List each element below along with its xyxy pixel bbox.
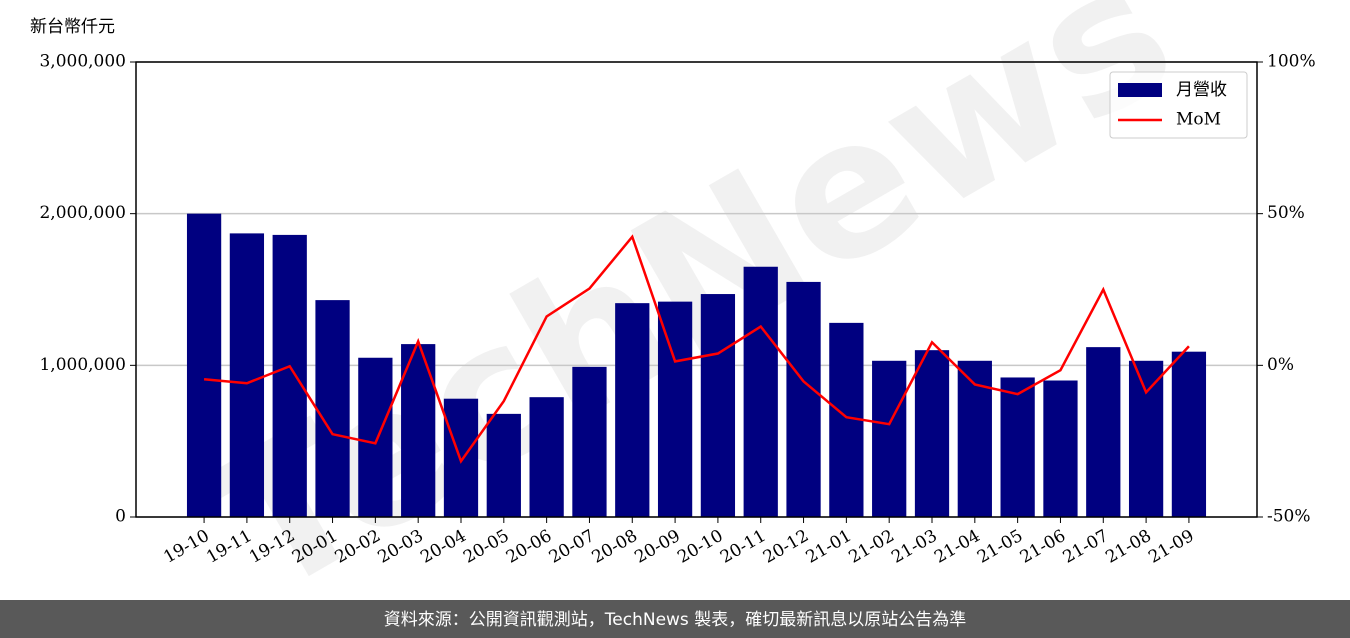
x-tick-label: 20-08 — [589, 526, 641, 568]
bar — [1171, 351, 1207, 517]
bar — [1128, 360, 1164, 517]
bar — [529, 397, 564, 517]
x-tick-label: 21-08 — [1102, 526, 1154, 568]
x-tick-label: 21-07 — [1060, 526, 1112, 568]
x-tick-label: 21-06 — [1017, 526, 1069, 568]
x-tick-label: 21-04 — [931, 526, 983, 568]
bar — [615, 303, 650, 517]
bar — [358, 357, 393, 517]
x-tick-label: 20-11 — [717, 526, 769, 568]
bar — [914, 350, 950, 517]
legend-label: MoM — [1176, 110, 1221, 130]
y-tick-label: 0 — [115, 507, 126, 527]
x-tick-label: 20-10 — [674, 526, 726, 568]
y2-tick-label: 0% — [1267, 355, 1294, 375]
bar — [786, 281, 821, 517]
bar — [272, 234, 307, 517]
x-tick-label: 19-10 — [160, 526, 212, 568]
x-tick-label: 21-09 — [1145, 526, 1197, 568]
line — [203, 234, 1190, 464]
x-tick-label: 21-05 — [974, 526, 1026, 568]
bar — [1000, 377, 1035, 517]
y2-tick-label: 100% — [1267, 52, 1316, 72]
y-axis-label: 新台幣仟元 — [30, 17, 115, 37]
footer-bar — [0, 600, 1350, 638]
y-tick-label: 2,000,000 — [39, 203, 126, 223]
bar — [1086, 347, 1121, 517]
y-tick-label: 1,000,000 — [39, 355, 126, 375]
y-tick-label: 3,000,000 — [39, 52, 126, 72]
bar — [572, 366, 607, 517]
legend-label: 月營收 — [1176, 80, 1227, 100]
x-tick-label: 20-06 — [503, 526, 555, 568]
bar — [657, 301, 693, 517]
bar — [700, 294, 736, 517]
bar — [743, 266, 778, 517]
bar — [229, 233, 265, 517]
bar — [872, 360, 907, 517]
bar — [315, 300, 350, 517]
bar — [186, 213, 222, 517]
x-tick-label: 21-02 — [845, 526, 897, 568]
legend: 月營收 MoM — [1109, 71, 1248, 139]
footer: 資料來源：公開資訊觀測站，TechNews 製表，確切最新訊息以原站公告為準 — [384, 610, 966, 630]
bar — [486, 413, 521, 517]
x-tick-label: 20-09 — [631, 526, 683, 568]
y2-tick-label: -50% — [1267, 507, 1311, 527]
plot-frame — [135, 61, 1258, 518]
x-tick-label: 20-12 — [760, 526, 812, 568]
x-tick-label: 21-01 — [803, 526, 855, 568]
bar — [1043, 380, 1078, 517]
x-tick-label: 21-03 — [888, 526, 940, 568]
x-tick-label: 20-07 — [546, 526, 598, 568]
y2-tick-label: 50% — [1267, 203, 1305, 223]
legend-swatch — [1118, 83, 1162, 97]
